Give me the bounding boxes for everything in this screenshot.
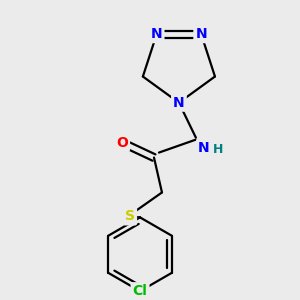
Text: N: N [173, 96, 185, 110]
Text: N: N [195, 27, 207, 41]
Text: Cl: Cl [133, 284, 148, 298]
Text: H: H [213, 143, 223, 156]
Text: N: N [151, 27, 163, 41]
Text: S: S [125, 209, 135, 224]
Text: O: O [116, 136, 128, 150]
Text: N: N [198, 141, 210, 154]
